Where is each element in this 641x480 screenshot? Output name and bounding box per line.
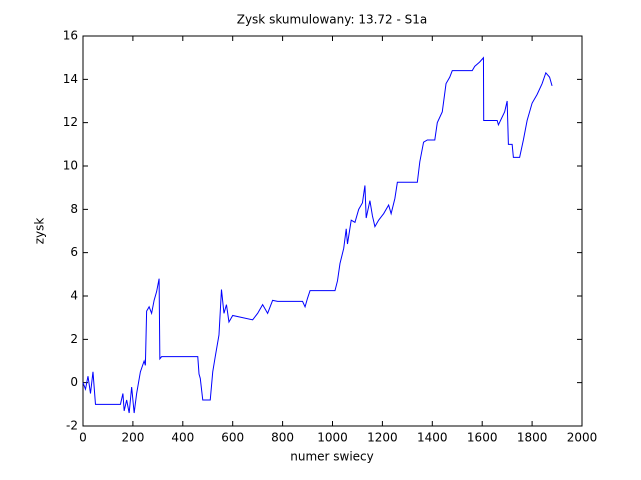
chart-title: Zysk skumulowany: 13.72 - S1a [237,13,428,27]
x-tick-label: 1600 [467,431,498,445]
x-tick-label: 1400 [417,431,448,445]
x-tick-label: 1200 [367,431,398,445]
x-tick-label: 1800 [517,431,548,445]
x-axis-label: numer swiecy [290,450,374,464]
x-tick-label: 600 [221,431,244,445]
x-tick-label: 2000 [567,431,598,445]
line-series [82,56,553,414]
plot-area [82,35,583,427]
y-tick-label: 16 [63,29,78,43]
y-axis-label: zysk [33,218,47,245]
y-tick-label: 2 [70,332,78,346]
y-tick-label: 6 [70,245,78,259]
y-tick-label: 14 [63,72,78,86]
x-tick-label: 1000 [317,431,348,445]
x-tick-label: 800 [271,431,294,445]
y-tick-label: 8 [70,202,78,216]
y-tick-label: 12 [63,115,78,129]
y-tick-label: 0 [70,375,78,389]
y-tick-label: -2 [66,419,78,433]
x-tick-label: 400 [171,431,194,445]
y-tick-label: 10 [63,159,78,173]
y-tick-label: 4 [70,289,78,303]
x-tick-label: 200 [121,431,144,445]
x-tick-label: 0 [79,431,87,445]
